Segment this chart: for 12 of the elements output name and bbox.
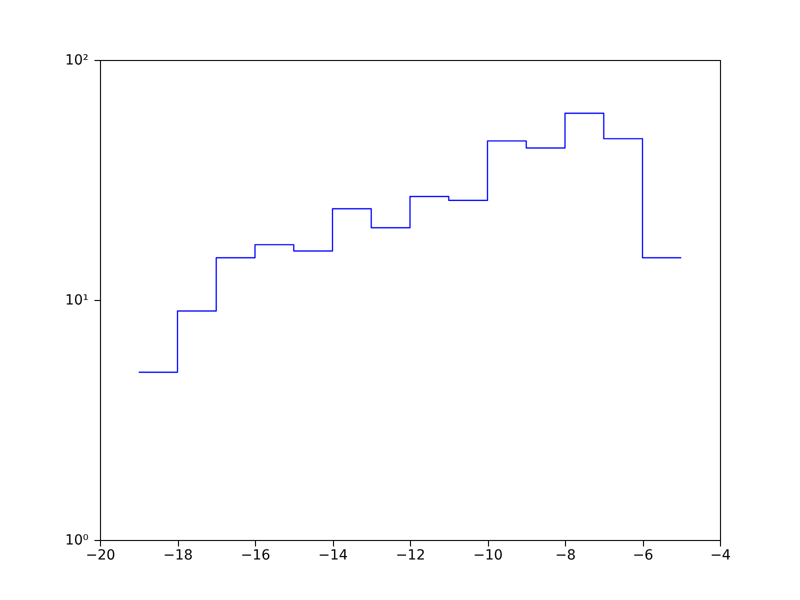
x-tick-label: −16	[240, 548, 270, 564]
y-tick-label: 10²	[65, 52, 88, 68]
y-tick-label: 10⁰	[65, 532, 89, 548]
x-tick-label: −10	[473, 548, 503, 564]
x-tick-label: −4	[710, 548, 731, 564]
y-tick-label: 10¹	[65, 292, 88, 308]
x-tick-label: −12	[396, 548, 426, 564]
x-tick-label: −14	[318, 548, 348, 564]
x-tick-label: −18	[163, 548, 193, 564]
x-tick-label: −6	[632, 548, 654, 564]
x-tick-label: −20	[86, 548, 116, 564]
x-tick-label: −8	[555, 548, 576, 564]
